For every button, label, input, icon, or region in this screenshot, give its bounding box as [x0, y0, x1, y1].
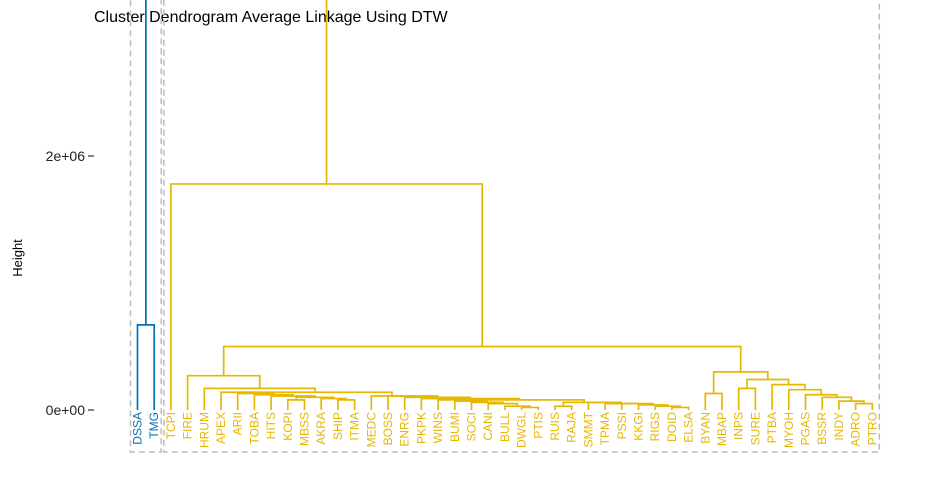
branch-7 — [637, 404, 669, 410]
branch-11 — [562, 401, 605, 407]
branch-34 — [854, 402, 874, 410]
leaf-label-ptro: PTRO — [865, 412, 879, 445]
leaf-label-wins: WINS — [431, 412, 445, 443]
cluster-box-2 — [163, 0, 881, 453]
leaf-label-pkpk: PKPK — [414, 412, 428, 444]
leaf-label-elsa: ELSA — [682, 412, 696, 443]
branch-2 — [520, 406, 540, 410]
leaf-label-pgas: PGAS — [799, 412, 813, 445]
leaf-label-kkgi: KKGI — [632, 412, 646, 441]
chart-title: Cluster Dendrogram Average Linkage Using… — [94, 9, 448, 26]
leaf-label-tpma: TPMA — [598, 412, 612, 445]
branch-41 — [712, 371, 769, 394]
leaf-label-arii: ARII — [231, 412, 245, 435]
leaf-label-pssi: PSSI — [615, 412, 629, 439]
leaf-labels: DSSA TMG TCPI FIRE HRUM APEX ARII TOBA HITS KOPI M… — [131, 411, 880, 448]
leaf-label-indy: INDY — [832, 412, 846, 441]
leaf-label-mbap: MBAP — [715, 412, 729, 446]
branch-44-left — [145, 0, 147, 325]
leaf-label-dssa: DSSA — [131, 412, 145, 445]
leaf-label-doid: DOID — [665, 412, 679, 442]
leaf-label-enrg: ENRG — [398, 412, 412, 447]
leaf-label-toba: TOBA — [247, 412, 261, 444]
leaf-label-medc: MEDC — [364, 412, 378, 448]
branch-21 — [337, 398, 356, 410]
branch-42 — [222, 345, 742, 376]
branch-23 — [286, 398, 306, 410]
leaf-label-soci: SOCI — [465, 412, 479, 441]
branch-9 — [604, 402, 638, 410]
leaf-label-bumi: BUMI — [448, 412, 462, 442]
leaf-label-kopi: KOPI — [281, 412, 295, 441]
leaf-label-cani: CANI — [481, 412, 495, 441]
leaf-label-raja: RAJA — [565, 412, 579, 443]
leaf-label-apex: APEX — [214, 412, 228, 444]
branch-36 — [821, 396, 853, 410]
branch-32 — [704, 392, 723, 410]
branch-1 — [136, 324, 156, 410]
leaf-label-myoh: MYOH — [782, 412, 796, 448]
leaf-label-ship: SHIP — [331, 412, 345, 440]
y-tick-label-1: 2e+06 — [46, 148, 86, 164]
leaf-label-rigs: RIGS — [648, 412, 662, 441]
cluster-box-1 — [129, 0, 162, 453]
branch-35 — [838, 400, 865, 410]
leaf-label-byan: BYAN — [698, 412, 712, 444]
branch-27 — [236, 392, 275, 410]
leaf-label-hits: HITS — [264, 412, 278, 439]
dendrogram-branches — [136, 0, 874, 410]
leaf-label-dwgl: DWGL — [515, 412, 529, 448]
leaf-label-fire: FIRE — [181, 412, 195, 439]
cluster-boxes — [129, 0, 881, 453]
leaf-label-tmg: TMG — [147, 412, 161, 439]
leaf-label-boss: BOSS — [381, 412, 395, 445]
leaf-label-ptba: PTBA — [765, 412, 779, 443]
y-axis-label: Height — [10, 239, 25, 277]
branch-16 — [454, 398, 585, 403]
y-tick-label-0: 0e+00 — [46, 402, 86, 418]
branch-33 — [737, 387, 757, 410]
leaf-label-ptis: PTIS — [531, 412, 545, 439]
branch-5 — [671, 406, 690, 410]
branch-29 — [238, 391, 393, 397]
leaf-label-adro: ADRO — [849, 412, 863, 447]
leaf-label-sure: SURE — [748, 412, 762, 445]
branch-44-right — [325, 0, 328, 184]
leaf-label-akra: AKRA — [314, 412, 328, 445]
leaf-label-hrum: HRUM — [197, 412, 211, 448]
leaf-label-tcpi: TCPI — [164, 412, 178, 439]
leaf-label-inps: INPS — [732, 412, 746, 440]
leaf-label-ruis: RUIS — [548, 412, 562, 441]
leaf-label-bssr: BSSR — [815, 412, 829, 445]
leaf-label-itma: ITMA — [348, 412, 362, 441]
leaf-label-smmt: SMMT — [581, 411, 595, 447]
leaf-label-bull: BULL — [498, 412, 512, 442]
branch-4 — [554, 405, 573, 410]
branch-20 — [370, 395, 413, 410]
leaf-label-mbss: MBSS — [298, 412, 312, 446]
